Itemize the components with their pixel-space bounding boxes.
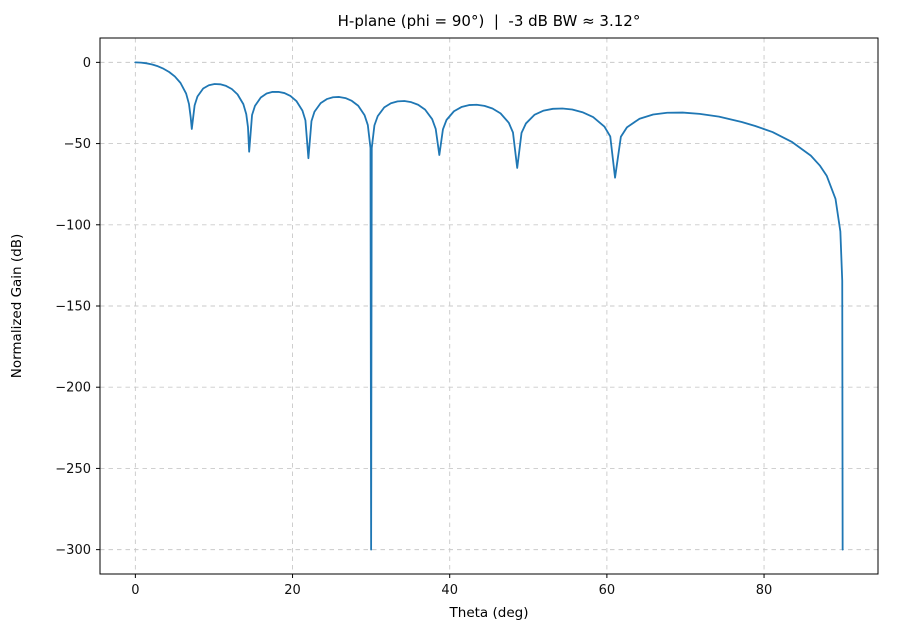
x-tick-label: 40 xyxy=(441,583,458,598)
x-tick-label: 0 xyxy=(131,583,139,598)
y-axis-label: Normalized Gain (dB) xyxy=(9,233,25,379)
y-tick-label: −100 xyxy=(55,218,91,233)
y-tick-label: −50 xyxy=(64,137,91,152)
gain-curve xyxy=(134,61,844,551)
y-tick-label: −200 xyxy=(55,381,91,396)
x-tick-label: 80 xyxy=(756,583,773,598)
chart-title: H-plane (phi = 90°) | -3 dB BW ≈ 3.12° xyxy=(337,12,641,30)
x-axis-label: Theta (deg) xyxy=(449,605,529,621)
y-tick-label: −250 xyxy=(55,462,91,477)
plot-border xyxy=(99,37,879,575)
y-tick-label: 0 xyxy=(83,56,91,71)
y-tick-label: −150 xyxy=(55,300,91,315)
x-tick-label: 20 xyxy=(284,583,301,598)
x-tick-label: 60 xyxy=(599,583,616,598)
y-tick-label: −300 xyxy=(55,543,91,558)
